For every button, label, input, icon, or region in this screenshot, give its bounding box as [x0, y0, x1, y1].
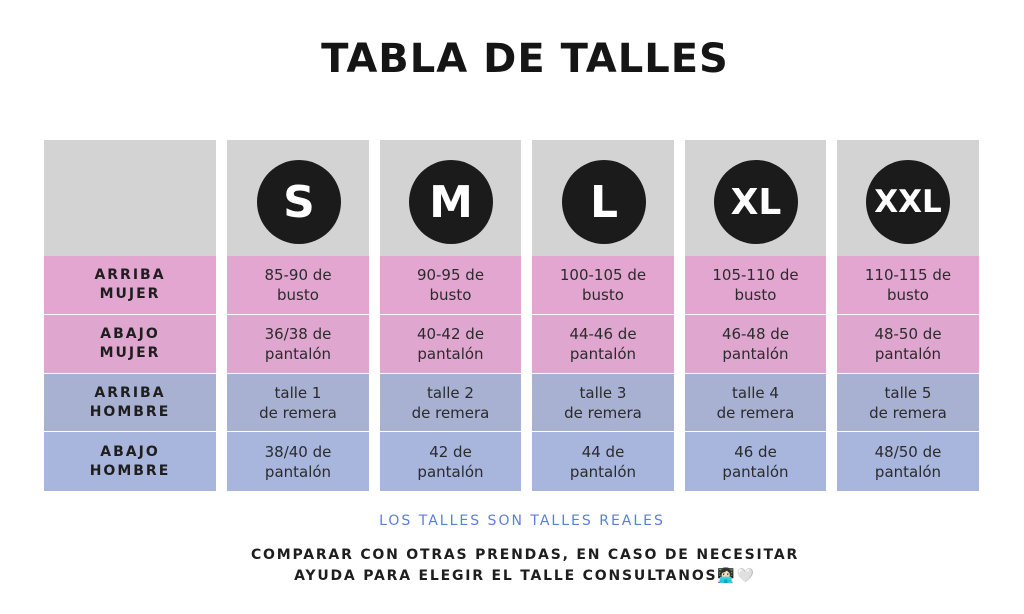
cell-m-arriba-mujer: 90-95 de busto — [380, 256, 521, 314]
cell-l-abajo-hombre: 44 de pantalón — [532, 432, 674, 491]
cell-xl-abajo-mujer: 46-48 de pantalón — [685, 315, 826, 373]
size-header-xl: XL — [685, 140, 826, 256]
page-title: TABLA DE TALLES — [321, 36, 729, 82]
row-label-arriba-hombre: ARRIBA HOMBRE — [44, 374, 216, 431]
cell-l-abajo-mujer: 44-46 de pantalón — [532, 315, 674, 373]
size-badge-l: L — [562, 160, 646, 244]
cell-m-abajo-mujer: 40-42 de pantalón — [380, 315, 521, 373]
size-badge-xxl: XXL — [866, 160, 950, 244]
size-column-xl: XL 105-110 de busto 46-48 de pantalón ta… — [685, 140, 826, 491]
real-sizes-note: LOS TALLES SON TALLES REALES — [379, 513, 665, 529]
cell-m-abajo-hombre: 42 de pantalón — [380, 432, 521, 491]
size-column-m: M 90-95 de busto 40-42 de pantalón talle… — [380, 140, 521, 491]
size-column-s: S 85-90 de busto 36/38 de pantalón talle… — [227, 140, 369, 491]
size-badge-m: M — [409, 160, 493, 244]
cell-l-arriba-hombre: talle 3 de remera — [532, 374, 674, 431]
size-column-l: L 100-105 de busto 44-46 de pantalón tal… — [532, 140, 674, 491]
size-badge-xl: XL — [714, 160, 798, 244]
cell-xl-arriba-hombre: talle 4 de remera — [685, 374, 826, 431]
row-label-abajo-hombre: ABAJO HOMBRE — [44, 432, 216, 491]
row-label-arriba-mujer: ARRIBA MUJER — [44, 256, 216, 314]
cell-xxl-abajo-mujer: 48-50 de pantalón — [837, 315, 979, 373]
cell-xxl-arriba-hombre: talle 5 de remera — [837, 374, 979, 431]
cell-s-arriba-hombre: talle 1 de remera — [227, 374, 369, 431]
cell-m-arriba-hombre: talle 2 de remera — [380, 374, 521, 431]
cell-xxl-arriba-mujer: 110-115 de busto — [837, 256, 979, 314]
size-badge-s: S — [257, 160, 341, 244]
size-header-s: S — [227, 140, 369, 256]
size-header-xxl: XXL — [837, 140, 979, 256]
row-label-abajo-mujer: ABAJO MUJER — [44, 315, 216, 373]
cell-s-abajo-mujer: 36/38 de pantalón — [227, 315, 369, 373]
cell-s-arriba-mujer: 85-90 de busto — [227, 256, 369, 314]
cell-xl-arriba-mujer: 105-110 de busto — [685, 256, 826, 314]
consult-line-1: COMPARAR CON OTRAS PRENDAS, EN CASO DE N… — [250, 547, 800, 563]
size-header-l: L — [532, 140, 674, 256]
row-label-column: ARRIBA MUJER ABAJO MUJER ARRIBA HOMBRE A… — [44, 140, 216, 491]
cell-xl-abajo-hombre: 46 de pantalón — [685, 432, 826, 491]
size-header-m: M — [380, 140, 521, 256]
cell-s-abajo-hombre: 38/40 de pantalón — [227, 432, 369, 491]
size-column-xxl: XXL 110-115 de busto 48-50 de pantalón t… — [837, 140, 979, 491]
cell-l-arriba-mujer: 100-105 de busto — [532, 256, 674, 314]
woman-technologist-heart-emoji: 👩🏻‍💻🤍 — [717, 568, 756, 584]
empty-header-cell — [44, 140, 216, 256]
cell-xxl-abajo-hombre: 48/50 de pantalón — [837, 432, 979, 491]
consult-note: COMPARAR CON OTRAS PRENDAS, EN CASO DE N… — [0, 545, 1024, 587]
consult-line-2: AYUDA PARA ELEGIR EL TALLE CONSULTANOS — [294, 568, 718, 584]
